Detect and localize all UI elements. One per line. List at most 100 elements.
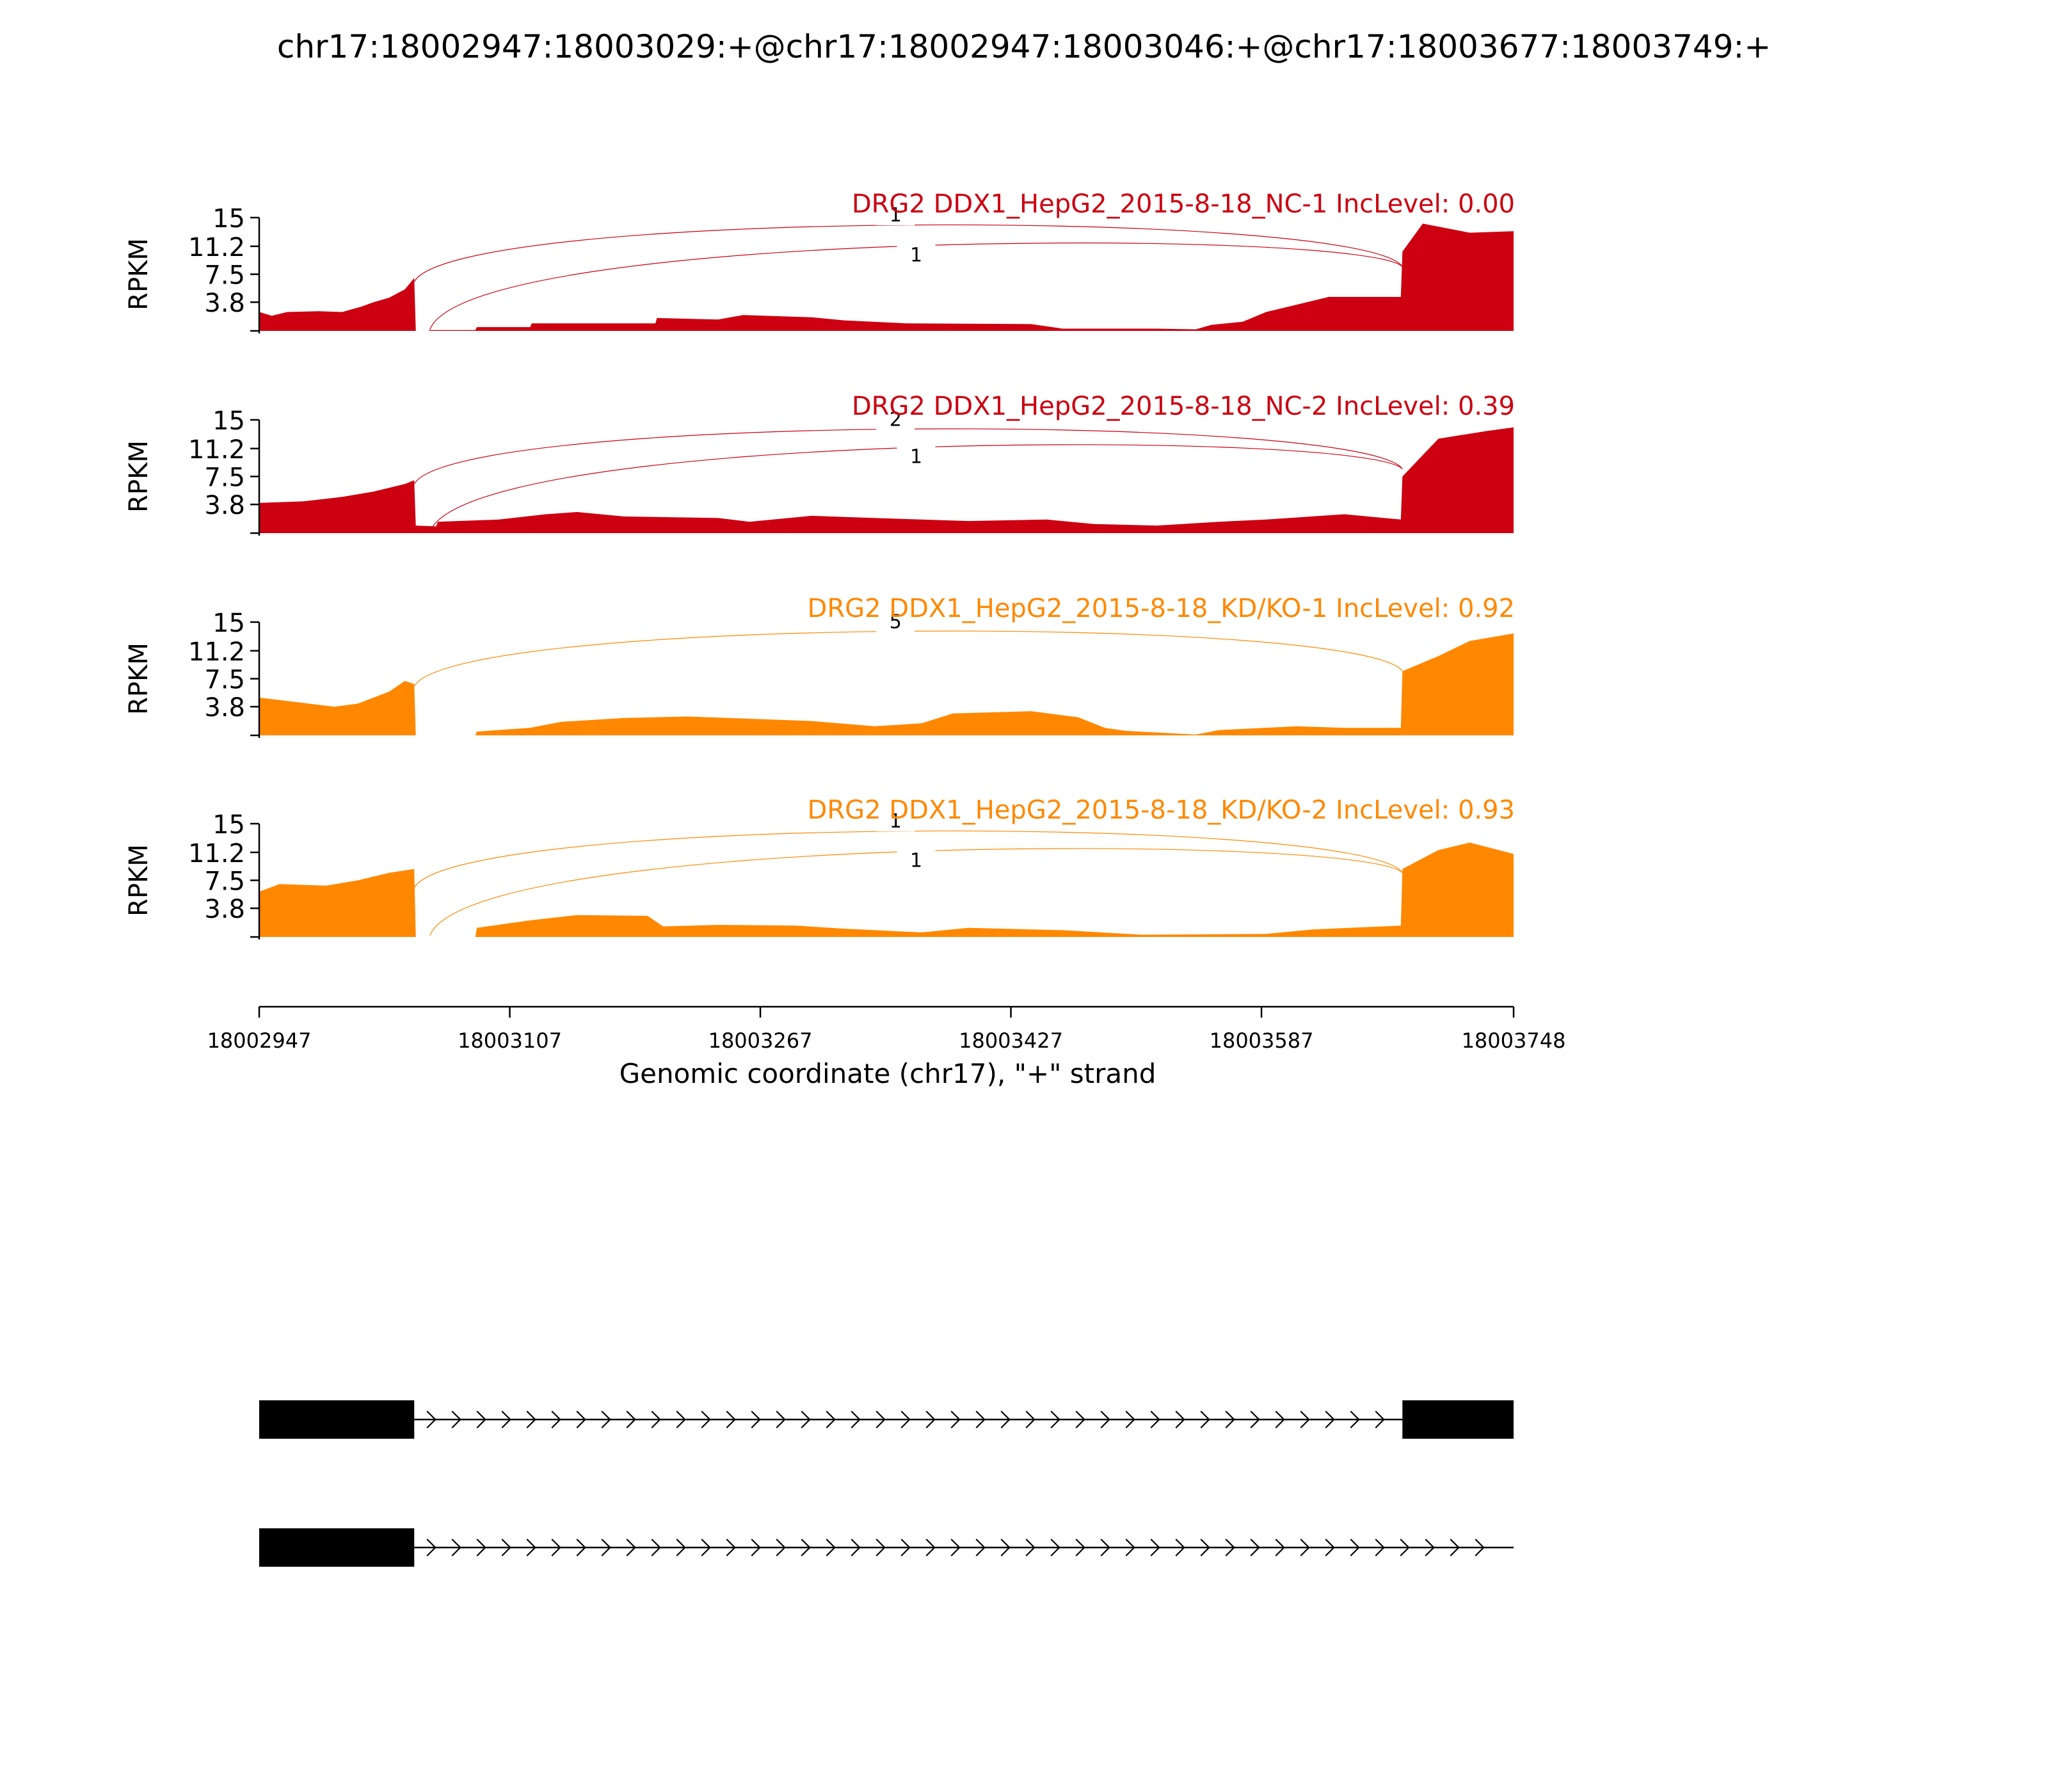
strand-arrow bbox=[801, 1539, 811, 1556]
junction-count: 1 bbox=[890, 204, 902, 227]
y-axis-label: RPKM bbox=[124, 844, 154, 916]
y-tick-label: 3.8 bbox=[204, 895, 245, 924]
strand-arrow bbox=[1375, 1539, 1385, 1556]
strand-arrow bbox=[526, 1539, 536, 1556]
exon-block bbox=[1402, 1400, 1514, 1439]
coverage-area bbox=[259, 427, 1514, 533]
x-axis: 18002947 18003107 18003267 18003427 18003587… bbox=[207, 1005, 1566, 1053]
y-tick-label: 7.5 bbox=[204, 463, 245, 493]
strand-arrow bbox=[1400, 1539, 1410, 1556]
strand-arrow bbox=[1025, 1411, 1036, 1428]
track-2: 21 3.87.511.215 RPKM DRG2 DDX1_HepG2_2015-8… bbox=[124, 392, 1515, 536]
y-tick-label: 3.8 bbox=[204, 289, 245, 318]
strand-arrow bbox=[1075, 1539, 1085, 1556]
strand-arrow bbox=[701, 1411, 711, 1428]
strand-arrow bbox=[1025, 1539, 1036, 1556]
strand-arrow bbox=[851, 1411, 861, 1428]
strand-arrow bbox=[1175, 1539, 1185, 1556]
strand-arrow bbox=[501, 1411, 511, 1428]
junction-count: 1 bbox=[910, 244, 922, 267]
strand-arrow bbox=[1325, 1411, 1335, 1428]
strand-arrow bbox=[975, 1411, 986, 1428]
junction-count: 5 bbox=[890, 611, 902, 634]
isoform-1 bbox=[259, 1400, 1514, 1439]
strand-arrow bbox=[1125, 1539, 1135, 1556]
strand-arrow bbox=[1275, 1539, 1285, 1556]
track-1: 11 3.87.511.215 RPKM DRG2 DDX1_HepG2_2015-8… bbox=[124, 189, 1515, 333]
strand-arrow bbox=[751, 1539, 761, 1556]
strand-arrow bbox=[476, 1411, 486, 1428]
strand-arrow bbox=[1100, 1539, 1110, 1556]
strand-arrow bbox=[651, 1411, 661, 1428]
strand-arrow bbox=[1350, 1539, 1360, 1556]
strand-arrow bbox=[1050, 1411, 1060, 1428]
y-tick-label: 7.5 bbox=[204, 867, 245, 897]
strand-arrow bbox=[551, 1411, 561, 1428]
track-4: 11 3.87.511.215 RPKM DRG2 DDX1_HepG2_2015-8… bbox=[124, 796, 1515, 940]
strand-arrow bbox=[576, 1411, 586, 1428]
strand-arrow bbox=[900, 1539, 911, 1556]
y-tick-label: 7.5 bbox=[204, 666, 245, 695]
strand-arrow bbox=[451, 1411, 461, 1428]
strand-arrow bbox=[601, 1539, 611, 1556]
x-tick-label: 18003427 bbox=[959, 1028, 1063, 1053]
strand-arrow bbox=[676, 1411, 686, 1428]
x-tick-label: 18003587 bbox=[1210, 1028, 1314, 1053]
strand-arrow bbox=[426, 1539, 436, 1556]
junction-count: 1 bbox=[910, 849, 922, 872]
strand-arrow bbox=[776, 1539, 786, 1556]
strand-arrow bbox=[826, 1411, 836, 1428]
strand-arrow bbox=[1300, 1411, 1310, 1428]
y-tick-label: 11.2 bbox=[188, 839, 245, 868]
strand-arrow bbox=[801, 1411, 811, 1428]
strand-arrow bbox=[975, 1539, 986, 1556]
junction-count-box bbox=[897, 849, 936, 871]
y-tick-label: 15 bbox=[212, 810, 245, 840]
y-tick-label: 15 bbox=[212, 609, 245, 638]
strand-arrow bbox=[1200, 1411, 1210, 1428]
chart-title: chr17:18002947:18003029:+@chr17:18002947… bbox=[277, 28, 1771, 65]
series-label: DRG2 DDX1_HepG2_2015-8-18_NC-1 IncLevel:… bbox=[852, 189, 1515, 219]
series-label: DRG2 DDX1_HepG2_2015-8-18_NC-2 IncLevel:… bbox=[852, 392, 1515, 421]
y-axis-label: RPKM bbox=[124, 440, 154, 513]
strand-arrow bbox=[900, 1411, 911, 1428]
y-axis-label: RPKM bbox=[124, 643, 154, 715]
coverage-area bbox=[259, 842, 1514, 937]
strand-arrow bbox=[726, 1539, 736, 1556]
exon-block bbox=[259, 1528, 415, 1567]
strand-arrow bbox=[1300, 1539, 1310, 1556]
strand-arrow bbox=[1100, 1411, 1110, 1428]
strand-arrow bbox=[1325, 1539, 1335, 1556]
y-tick-label: 11.2 bbox=[188, 435, 245, 465]
strand-arrow bbox=[751, 1411, 761, 1428]
junction-count-box bbox=[897, 445, 936, 467]
strand-arrow bbox=[726, 1411, 736, 1428]
strand-arrow bbox=[1450, 1539, 1460, 1556]
strand-arrow bbox=[626, 1539, 636, 1556]
junction-count-box bbox=[876, 610, 915, 632]
strand-arrow bbox=[651, 1539, 661, 1556]
strand-arrow bbox=[576, 1539, 586, 1556]
strand-arrow bbox=[1175, 1411, 1185, 1428]
track-3: 5 3.87.511.215 RPKM DRG2 DDX1_HepG2_2015-8-… bbox=[124, 594, 1515, 738]
junction-count: 1 bbox=[890, 810, 902, 833]
junction-count-box bbox=[876, 203, 915, 225]
x-axis-label: Genomic coordinate (chr17), "+" strand bbox=[620, 1058, 1156, 1089]
strand-arrow bbox=[1125, 1411, 1135, 1428]
strand-arrow bbox=[526, 1411, 536, 1428]
y-tick-label: 3.8 bbox=[204, 693, 245, 723]
strand-arrow bbox=[925, 1539, 936, 1556]
junction-count-box bbox=[876, 809, 915, 831]
strand-arrow bbox=[501, 1539, 511, 1556]
y-tick-label: 15 bbox=[212, 204, 245, 234]
strand-arrow bbox=[1350, 1411, 1360, 1428]
y-tick-label: 7.5 bbox=[204, 261, 245, 291]
strand-arrow bbox=[1275, 1411, 1285, 1428]
series-label: DRG2 DDX1_HepG2_2015-8-18_KD/KO-1 IncLev… bbox=[808, 594, 1515, 623]
x-tick-label: 18003748 bbox=[1462, 1028, 1566, 1053]
strand-arrow bbox=[1250, 1539, 1260, 1556]
strand-arrow bbox=[701, 1539, 711, 1556]
gene-models bbox=[259, 1400, 1514, 1567]
exon-block bbox=[259, 1400, 415, 1439]
